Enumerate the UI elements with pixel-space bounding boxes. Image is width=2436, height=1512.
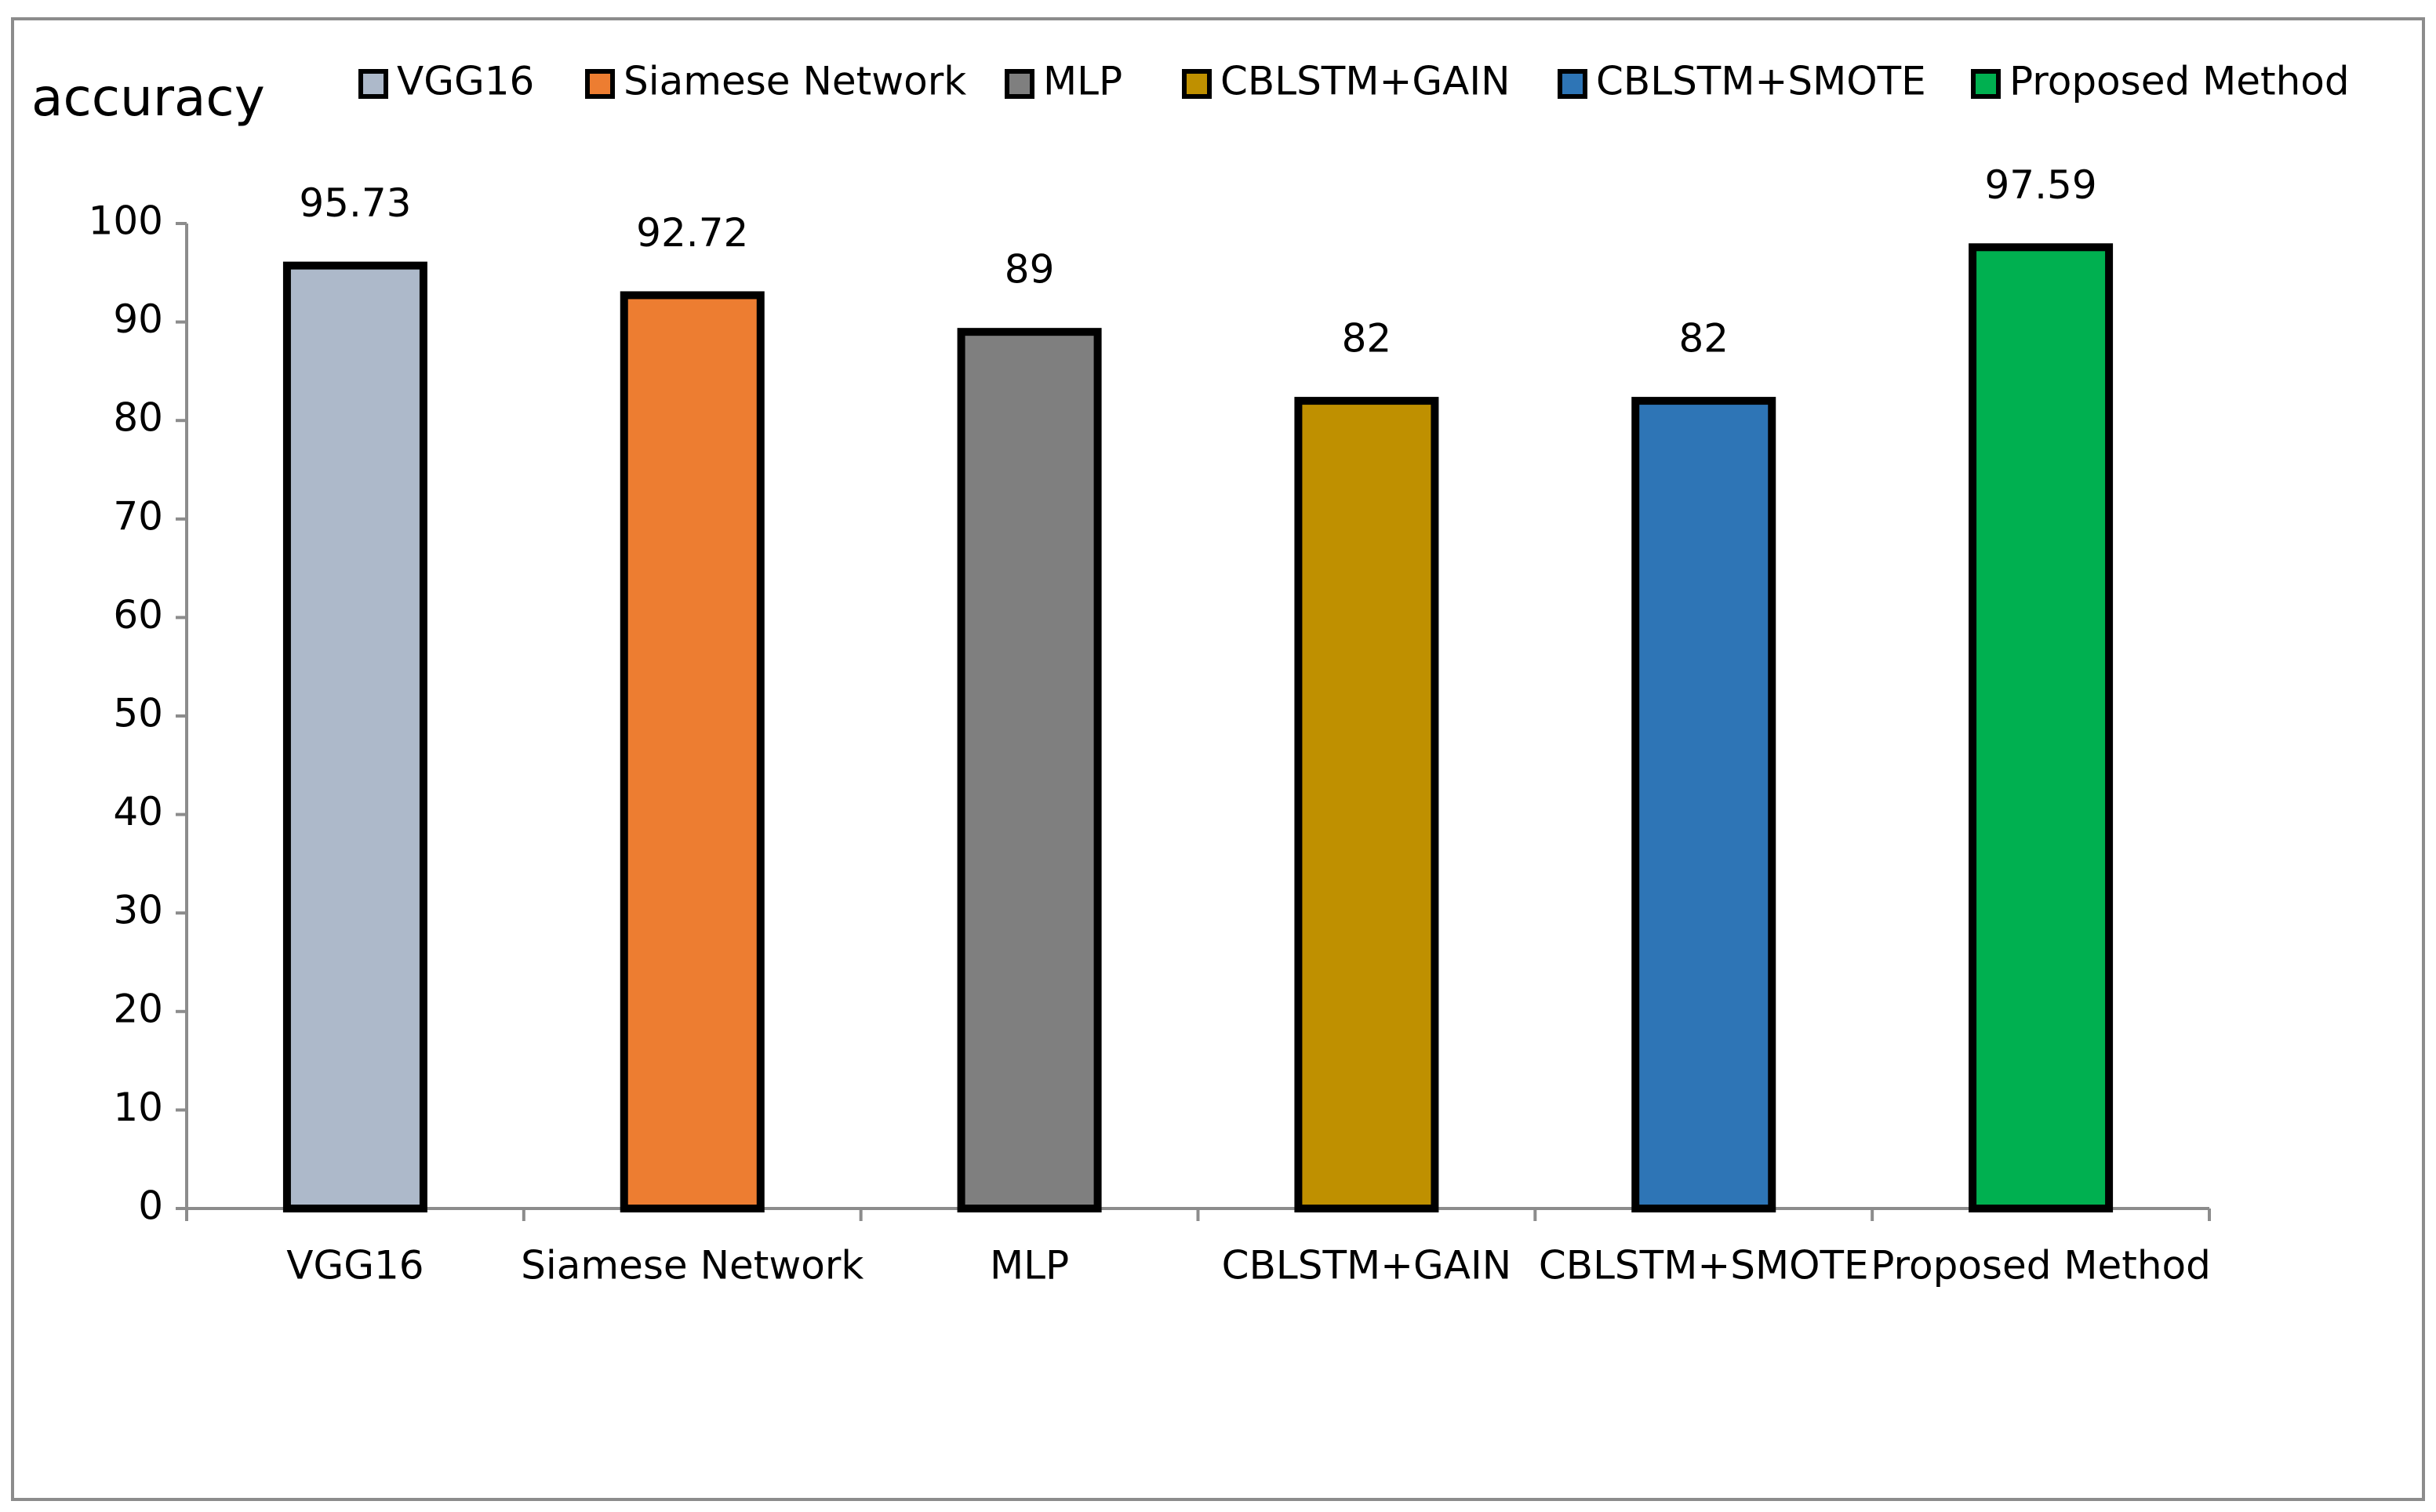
bar (1294, 397, 1439, 1213)
legend-label: Proposed Method (2009, 59, 2350, 104)
legend-label: MLP (1043, 59, 1122, 104)
y-tick-label: 10 (113, 1085, 163, 1130)
legend-swatch (1971, 69, 2001, 99)
legend-swatch (1005, 69, 1034, 99)
y-tick-label: 50 (113, 691, 163, 736)
bar (620, 291, 765, 1213)
legend-label: Siamese Network (624, 59, 966, 104)
y-tick-label: 80 (113, 395, 163, 441)
value-label: 92.72 (636, 210, 748, 256)
y-tick-label: 60 (113, 592, 163, 638)
value-label: 82 (1678, 316, 1729, 362)
x-tick-label: MLP (990, 1243, 1069, 1288)
y-tick-label: 0 (138, 1183, 163, 1229)
y-tick-label: 20 (113, 986, 163, 1031)
x-tick-label: Proposed Method (1871, 1243, 2211, 1288)
legend-swatch (585, 69, 615, 99)
x-tick-label: CBLSTM+SMOTE (1539, 1243, 1869, 1288)
x-tick-label: CBLSTM+GAIN (1222, 1243, 1511, 1288)
value-label: 89 (1005, 247, 1055, 293)
legend-label: CBLSTM+GAIN (1220, 59, 1510, 104)
x-tick-label: Siamese Network (521, 1243, 864, 1288)
y-tick-label: 40 (113, 789, 163, 834)
legend-swatch (1558, 69, 1587, 99)
legend-swatch (1182, 69, 1212, 99)
y-tick-label: 70 (113, 493, 163, 539)
legend-label: VGG16 (397, 59, 534, 104)
legend-label: CBLSTM+SMOTE (1596, 59, 1926, 104)
legend-swatch (358, 69, 388, 99)
y-tick-label: 90 (113, 296, 163, 342)
value-label: 97.59 (1985, 162, 2097, 208)
x-tick-label: VGG16 (286, 1243, 424, 1288)
y-axis-label: accuracy (31, 67, 265, 128)
bar (282, 261, 427, 1212)
y-tick-label: 100 (89, 198, 163, 244)
value-label: 95.73 (299, 180, 411, 226)
value-label: 82 (1342, 316, 1392, 362)
bar (957, 328, 1102, 1212)
bar (1969, 243, 2114, 1212)
bar (1631, 397, 1776, 1213)
y-tick-label: 30 (113, 888, 163, 933)
